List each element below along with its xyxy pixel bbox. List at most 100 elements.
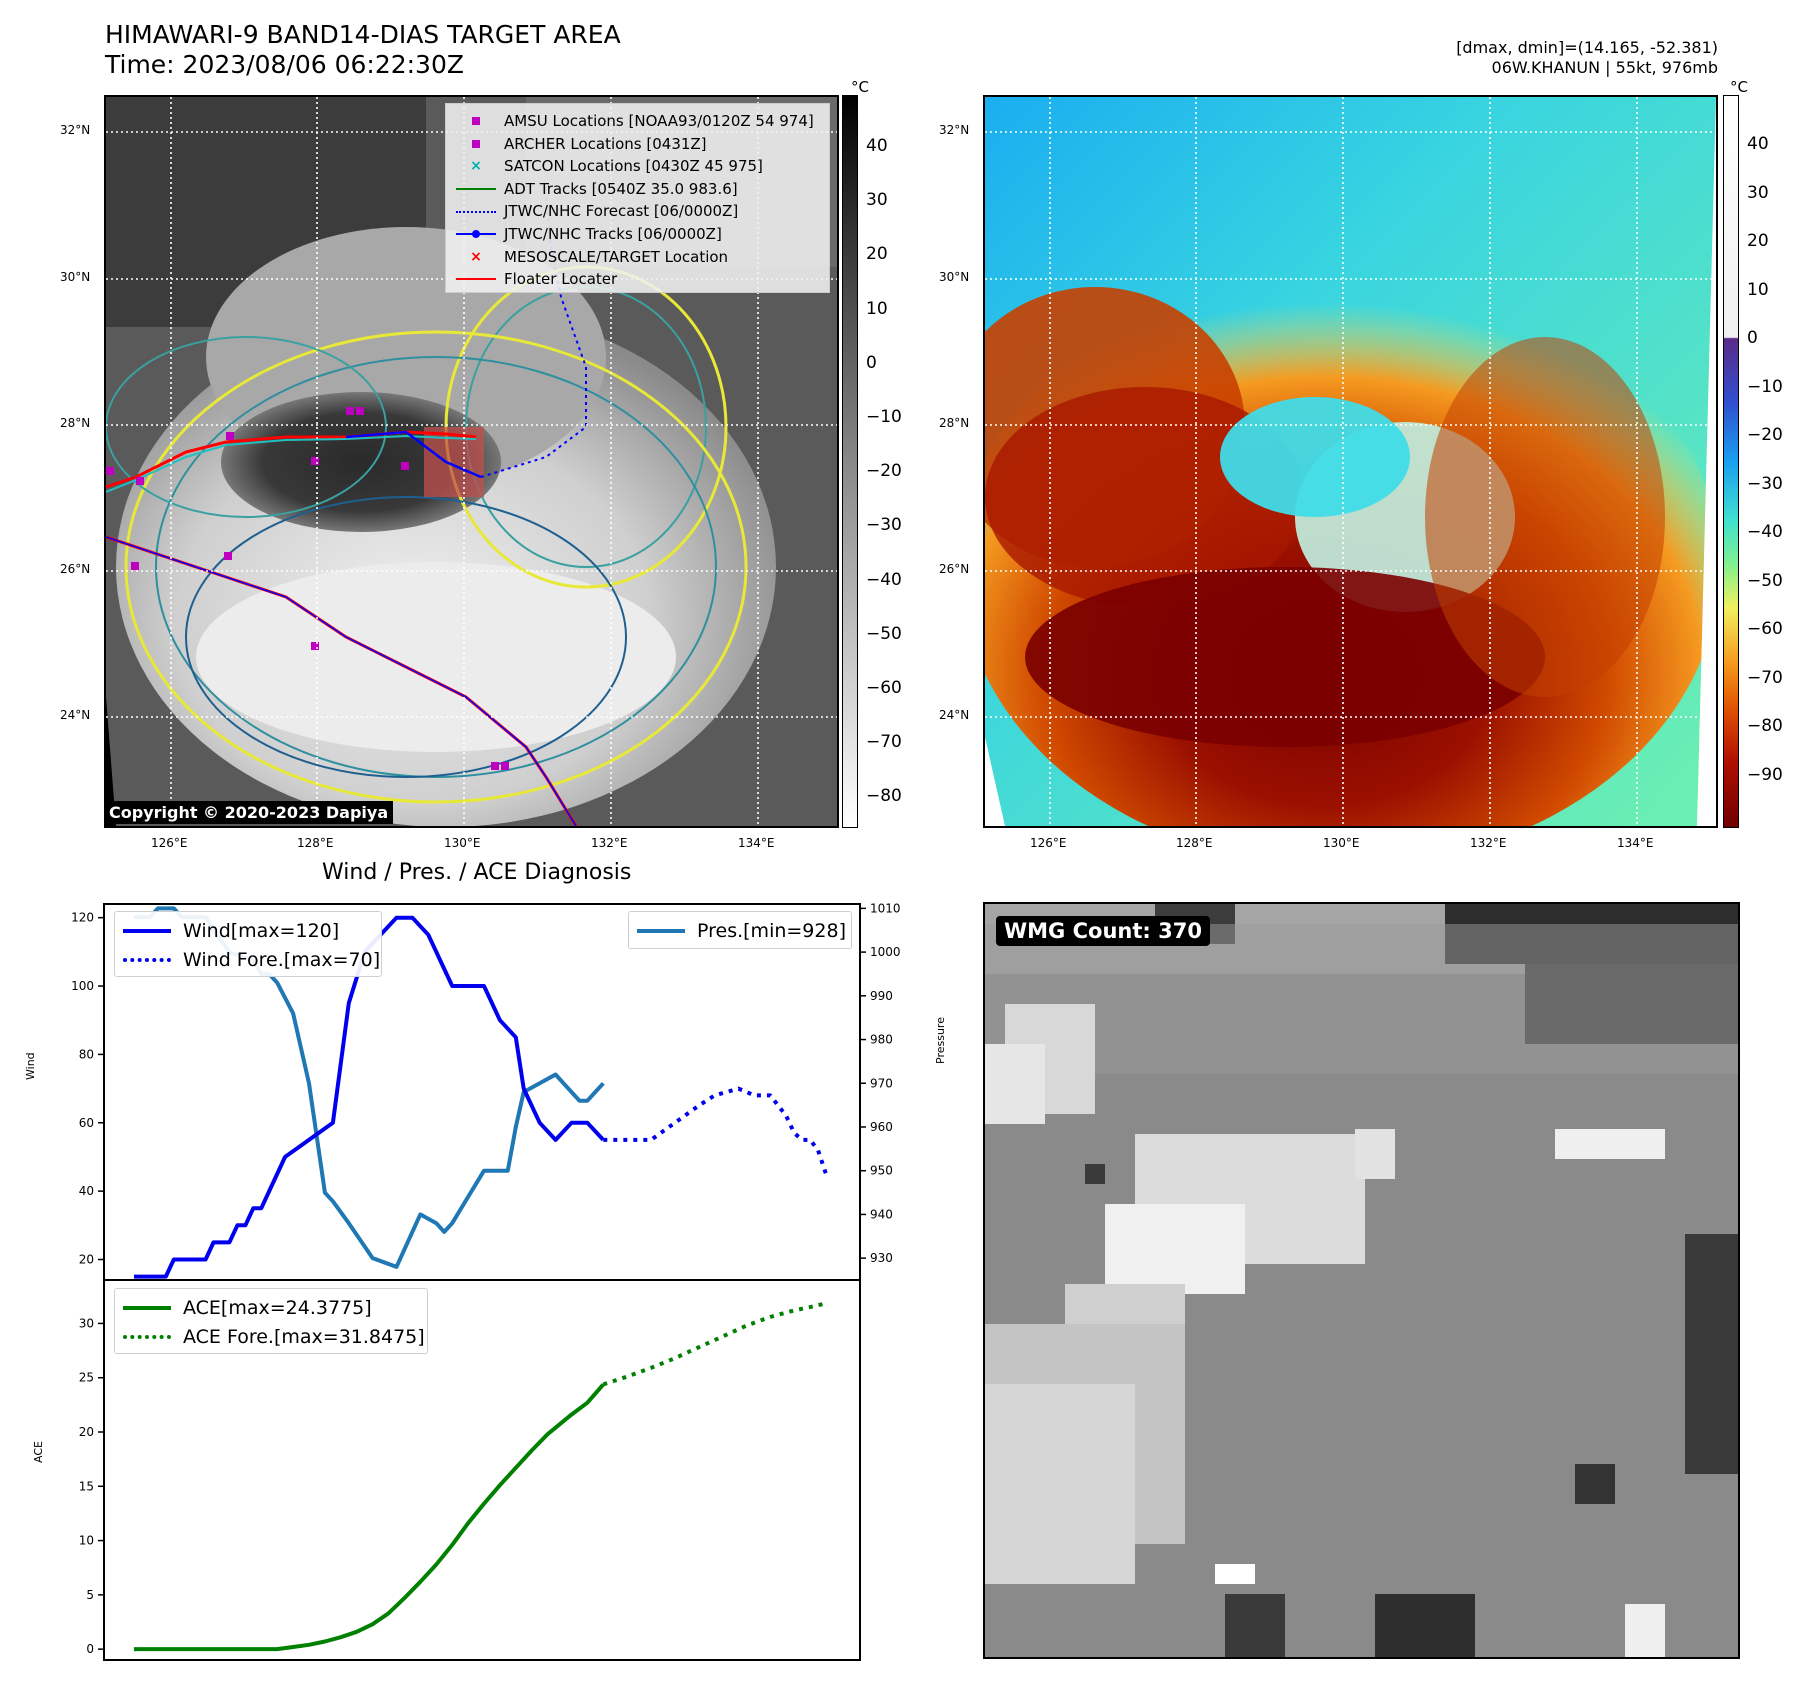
wind-legend: Wind[max=120] Wind Fore.[max=70] bbox=[114, 911, 382, 977]
legend-archer: ARCHER Locations [0431Z] bbox=[454, 133, 821, 156]
cyan-x-icon: × bbox=[470, 158, 482, 175]
steelblue-line-icon bbox=[637, 926, 685, 936]
y2-tick-label: 1000 bbox=[870, 945, 900, 959]
color-ir-map bbox=[983, 95, 1718, 828]
lon-label: 134°E bbox=[738, 836, 775, 850]
jtwc-track bbox=[345, 430, 482, 479]
colorbar-tick-label: −30 bbox=[866, 515, 902, 536]
lon-label: 126°E bbox=[1030, 836, 1067, 850]
lat-label: 26°N bbox=[60, 562, 91, 576]
y2-tick-label: 970 bbox=[870, 1076, 893, 1090]
colorbar-tick-label: −50 bbox=[866, 623, 902, 644]
y-tick-label: 5 bbox=[86, 1588, 94, 1602]
lat-label: 28°N bbox=[939, 416, 970, 430]
lon-label: 128°E bbox=[1176, 836, 1213, 850]
colorbar-tick-label: −40 bbox=[866, 569, 902, 590]
colorbar-tick-label: 10 bbox=[866, 298, 888, 319]
y-tick-label: 120 bbox=[71, 911, 94, 925]
pressure-axis-label: Pressure bbox=[934, 1017, 947, 1064]
legend-target: × MESOSCALE/TARGET Location bbox=[454, 246, 821, 269]
colorbar-tick-label: −10 bbox=[866, 407, 902, 427]
lat-label: 24°N bbox=[60, 708, 91, 722]
lon-label: 126°E bbox=[151, 836, 188, 850]
lon-label: 130°E bbox=[444, 836, 481, 850]
legend-ace-forecast: ACE Fore.[max=31.8475] bbox=[123, 1322, 425, 1351]
wmg-count-badge: WMG Count: 370 bbox=[996, 916, 1210, 946]
y-tick-label: 20 bbox=[79, 1425, 94, 1439]
colorbar-tick-label: −10 bbox=[1747, 376, 1783, 397]
y-tick-label: 25 bbox=[79, 1371, 94, 1385]
colorbar-tick-label: −80 bbox=[866, 786, 902, 807]
colorbar-tick-label: 0 bbox=[866, 352, 877, 373]
colorbar-tick-label: 40 bbox=[866, 136, 888, 156]
lat-label: 30°N bbox=[60, 270, 91, 284]
y2-tick-label: 990 bbox=[870, 989, 893, 1003]
colorbar-tick-label: −60 bbox=[1747, 619, 1783, 639]
lat-label: 30°N bbox=[939, 270, 970, 284]
red-x-icon: × bbox=[470, 248, 482, 265]
y2-tick-label: 940 bbox=[870, 1207, 893, 1221]
wmg-pixel-panel bbox=[983, 902, 1740, 1659]
floater-track bbox=[106, 430, 477, 489]
colorbar-tick-label: −40 bbox=[1747, 522, 1783, 542]
gray-colorbar-unit: °C bbox=[851, 78, 869, 96]
lon-label: 132°E bbox=[591, 836, 628, 850]
colorbar-tick-label: −80 bbox=[1747, 716, 1783, 736]
wind-axis-label: Wind bbox=[24, 1052, 37, 1080]
colorbar-tick-label: −30 bbox=[1747, 473, 1783, 494]
lat-label: 28°N bbox=[60, 416, 91, 430]
magenta-square-icon bbox=[454, 112, 498, 130]
figure-time: Time: 2023/08/06 06:22:30Z bbox=[105, 50, 464, 79]
y-tick-label: 100 bbox=[71, 979, 94, 993]
ace-legend: ACE[max=24.3775] ACE Fore.[max=31.8475] bbox=[114, 1288, 428, 1354]
colorbar-tick-label: −70 bbox=[866, 732, 902, 753]
colorbar-tick-label: −60 bbox=[866, 678, 902, 698]
lat-label: 24°N bbox=[939, 708, 970, 722]
lon-label: 130°E bbox=[1323, 836, 1360, 850]
colorbar-tick-label: −50 bbox=[1747, 570, 1783, 591]
pressure-legend: Pres.[min=928] bbox=[628, 911, 852, 949]
legend-satcon: × SATCON Locations [0430Z 45 975] bbox=[454, 155, 821, 178]
wmg-pixel-svg bbox=[985, 904, 1738, 1657]
lat-label: 32°N bbox=[60, 123, 91, 137]
legend-jtwc-tracks: JTWC/NHC Tracks [06/0000Z] bbox=[454, 223, 821, 246]
ace-axis-label: ACE bbox=[32, 1441, 45, 1463]
legend-wind-forecast: Wind Fore.[max=70] bbox=[123, 945, 380, 974]
color-colorbar bbox=[1723, 95, 1739, 828]
blue-dotted-line-icon bbox=[123, 955, 171, 965]
legend-jtwc-forecast: JTWC/NHC Forecast [06/0000Z] bbox=[454, 200, 821, 223]
y2-tick-label: 960 bbox=[870, 1120, 893, 1134]
blue-dotted-line-icon bbox=[454, 203, 498, 221]
lon-label: 128°E bbox=[297, 836, 334, 850]
y2-tick-label: 980 bbox=[870, 1033, 893, 1047]
legend-adt: ADT Tracks [0540Z 35.0 983.6] bbox=[454, 178, 821, 201]
colorbar-tick-label: −90 bbox=[1747, 764, 1783, 785]
colorbar-tick-label: 10 bbox=[1747, 279, 1769, 300]
dmax-dmin-stats: [dmax, dmin]=(14.165, -52.381) bbox=[1456, 38, 1718, 57]
gray-colorbar bbox=[842, 95, 858, 828]
legend-ace: ACE[max=24.3775] bbox=[123, 1293, 419, 1322]
colorbar-tick-label: 20 bbox=[1747, 231, 1769, 251]
legend-floater: Floater Locater bbox=[454, 268, 821, 291]
y2-tick-label: 1010 bbox=[870, 901, 900, 915]
red-line-icon bbox=[454, 270, 498, 288]
color-ir-svg bbox=[985, 97, 1716, 826]
blue-line-dot-icon bbox=[454, 225, 498, 243]
diagnosis-title: Wind / Pres. / ACE Diagnosis bbox=[322, 860, 632, 885]
colorbar-tick-label: 40 bbox=[1747, 134, 1769, 154]
y2-tick-label: 950 bbox=[870, 1164, 893, 1178]
ace-forecast-series-line bbox=[602, 1301, 827, 1387]
figure-title: HIMAWARI-9 BAND14-DIAS TARGET AREA bbox=[105, 20, 621, 49]
storm-info: 06W.KHANUN | 55kt, 976mb bbox=[1491, 58, 1718, 77]
legend-wind: Wind[max=120] bbox=[123, 916, 373, 945]
colorbar-tick-label: 30 bbox=[1747, 182, 1769, 203]
map-legend: AMSU Locations [NOAA93/0120Z 54 974] ARC… bbox=[445, 103, 830, 293]
y-tick-label: 30 bbox=[79, 1316, 94, 1330]
y-tick-label: 15 bbox=[79, 1479, 94, 1493]
colorbar-tick-label: 20 bbox=[866, 244, 888, 265]
lon-label: 132°E bbox=[1470, 836, 1507, 850]
green-dotted-line-icon bbox=[123, 1332, 171, 1342]
lat-label: 26°N bbox=[939, 562, 970, 576]
copyright-label: Copyright © 2020-2023 Dapiya bbox=[104, 801, 394, 824]
